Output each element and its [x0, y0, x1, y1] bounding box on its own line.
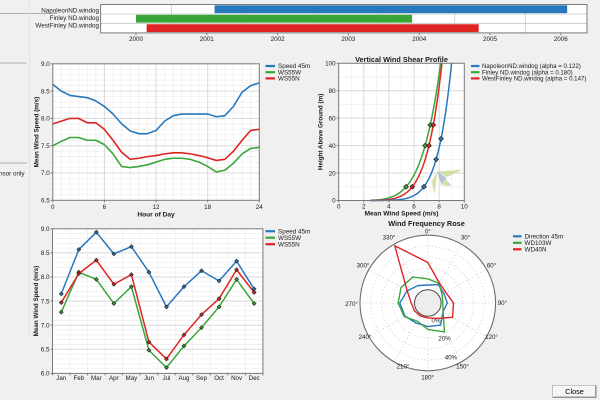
svg-text:6.5: 6.5 — [41, 198, 50, 205]
svg-text:0%: 0% — [432, 317, 441, 324]
svg-text:Speed 45m: Speed 45m — [278, 63, 310, 70]
svg-text:7.5: 7.5 — [41, 298, 50, 305]
svg-text:Vertical Wind Shear Profile: Vertical Wind Shear Profile — [355, 55, 448, 64]
svg-text:Mean Wind Speed (m/s): Mean Wind Speed (m/s) — [33, 266, 40, 337]
svg-text:80: 80 — [329, 88, 337, 95]
svg-text:Mean Wind Speed (m/s): Mean Wind Speed (m/s) — [34, 97, 41, 168]
svg-text:Jan: Jan — [56, 375, 67, 382]
svg-text:0: 0 — [51, 204, 55, 211]
svg-text:Hour of Day: Hour of Day — [137, 212, 175, 219]
svg-text:8: 8 — [437, 203, 441, 210]
svg-text:NapoleonND.windog (alpha = 0.1: NapoleonND.windog (alpha = 0.122) — [482, 63, 581, 70]
svg-text:WestFinley ND.windog (alpha =: WestFinley ND.windog (alpha = 0.147) — [482, 76, 586, 83]
svg-text:0°: 0° — [425, 229, 431, 236]
svg-text:NapoleonND.windog: NapoleonND.windog — [41, 7, 99, 14]
svg-text:Oct: Oct — [214, 375, 224, 382]
svg-text:24: 24 — [256, 204, 264, 211]
svg-text:9.0: 9.0 — [41, 61, 50, 68]
svg-text:Aug: Aug — [178, 375, 190, 382]
svg-text:40%: 40% — [445, 355, 458, 362]
svg-text:Jun: Jun — [144, 375, 155, 382]
svg-text:Close: Close — [565, 387, 584, 396]
svg-text:WS55W: WS55W — [278, 235, 301, 242]
svg-text:18: 18 — [204, 204, 212, 211]
svg-text:60°: 60° — [487, 263, 497, 270]
svg-text:WD40N: WD40N — [525, 247, 547, 254]
svg-text:2000: 2000 — [129, 36, 144, 43]
svg-text:40: 40 — [329, 143, 337, 150]
svg-text:6.0: 6.0 — [41, 371, 50, 378]
svg-text:8.0: 8.0 — [41, 116, 50, 123]
svg-text:6: 6 — [412, 203, 416, 210]
svg-text:Nov: Nov — [231, 375, 243, 382]
svg-text:WD103W: WD103W — [525, 240, 552, 247]
svg-text:2005: 2005 — [483, 36, 498, 43]
svg-text:Mean Wind Speed (m/s): Mean Wind Speed (m/s) — [365, 211, 439, 218]
svg-text:210°: 210° — [397, 364, 410, 371]
svg-text:6.5: 6.5 — [41, 347, 50, 354]
svg-text:WS55W: WS55W — [278, 69, 301, 76]
svg-text:2001: 2001 — [200, 36, 215, 43]
svg-text:May: May — [126, 375, 139, 382]
svg-text:90°: 90° — [498, 300, 508, 307]
svg-text:Mar: Mar — [91, 375, 102, 382]
svg-text:Dec: Dec — [249, 375, 260, 382]
svg-text:Feb: Feb — [73, 375, 84, 382]
svg-text:Apr: Apr — [109, 375, 119, 382]
svg-text:Finley ND.windog (alpha = 0.18: Finley ND.windog (alpha = 0.180) — [482, 69, 573, 76]
svg-text:nsor only: nsor only — [0, 171, 25, 178]
svg-text:100: 100 — [325, 61, 336, 68]
svg-text:7.0: 7.0 — [41, 170, 50, 177]
svg-text:WestFinley ND.windog: WestFinley ND.windog — [35, 23, 99, 30]
svg-text:120°: 120° — [485, 334, 498, 341]
svg-text:9.0: 9.0 — [41, 226, 50, 233]
svg-text:Finley ND.windog: Finley ND.windog — [50, 15, 100, 22]
svg-text:180°: 180° — [421, 375, 434, 382]
svg-text:7.0: 7.0 — [41, 322, 50, 329]
svg-text:WS55N: WS55N — [278, 241, 300, 248]
svg-text:30°: 30° — [461, 235, 471, 242]
svg-text:10: 10 — [461, 203, 469, 210]
svg-text:4: 4 — [387, 203, 391, 210]
svg-text:20%: 20% — [438, 336, 451, 343]
svg-text:60: 60 — [329, 115, 337, 122]
svg-text:2004: 2004 — [412, 36, 427, 43]
svg-text:20: 20 — [329, 170, 337, 177]
svg-text:240°: 240° — [359, 334, 372, 341]
svg-text:8.5: 8.5 — [41, 88, 50, 95]
svg-text:WS55N: WS55N — [278, 76, 300, 83]
svg-text:270°: 270° — [345, 301, 358, 308]
svg-text:Direction 45m: Direction 45m — [525, 234, 564, 241]
svg-text:Wind Frequency Rose: Wind Frequency Rose — [388, 219, 465, 228]
svg-text:8.0: 8.0 — [41, 274, 50, 281]
svg-text:Speed 45m: Speed 45m — [278, 228, 310, 235]
svg-text:150°: 150° — [456, 364, 469, 371]
svg-text:8.5: 8.5 — [41, 250, 50, 257]
svg-text:2003: 2003 — [341, 36, 356, 43]
svg-text:2002: 2002 — [271, 36, 286, 43]
svg-text:2006: 2006 — [554, 36, 569, 43]
svg-text:300°: 300° — [357, 263, 370, 270]
svg-text:330°: 330° — [383, 235, 396, 242]
svg-text:Sep: Sep — [196, 375, 208, 382]
svg-text:2: 2 — [362, 203, 366, 210]
svg-text:0: 0 — [332, 198, 336, 205]
svg-text:0: 0 — [337, 203, 341, 210]
svg-text:7.5: 7.5 — [41, 143, 50, 150]
svg-text:12: 12 — [153, 204, 161, 211]
svg-text:Height Above Ground (m): Height Above Ground (m) — [318, 94, 325, 170]
svg-text:Jul: Jul — [163, 375, 171, 382]
svg-text:6: 6 — [103, 204, 107, 211]
